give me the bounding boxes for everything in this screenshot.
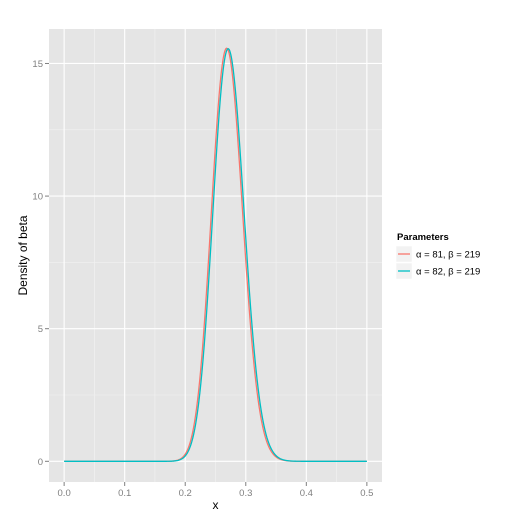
y-tick-label: 15 <box>32 59 43 70</box>
x-tick-label: 0.3 <box>239 488 252 499</box>
y-axis-ticks: 0 5 10 15 <box>32 59 49 468</box>
legend-label: α = 82, β = 219 <box>416 267 480 278</box>
x-tick-label: 0.4 <box>300 488 313 499</box>
legend-label: α = 81, β = 219 <box>416 250 480 261</box>
density-curve-series-2 <box>64 48 367 462</box>
x-tick-label: 0.0 <box>58 488 71 499</box>
legend-title: Parameters <box>397 232 449 243</box>
y-axis-title: Density of beta <box>16 215 30 295</box>
legend: Parameters α = 81, β = 219 α = 82, β = 21… <box>395 232 480 280</box>
x-tick-label: 0.1 <box>118 488 131 499</box>
y-tick-label: 5 <box>38 324 43 335</box>
x-tick-label: 0.5 <box>360 488 373 499</box>
legend-items: α = 81, β = 219 α = 82, β = 219 <box>395 245 480 280</box>
x-axis-ticks: 0.0 0.1 0.2 0.3 0.4 0.5 <box>58 482 373 499</box>
x-axis-title: x <box>213 498 219 512</box>
major-gridlines <box>49 29 382 482</box>
density-curves <box>64 47 367 462</box>
x-tick-label: 0.2 <box>179 488 192 499</box>
y-tick-label: 0 <box>38 457 43 468</box>
y-tick-label: 10 <box>32 192 43 203</box>
minor-gridlines <box>49 29 382 482</box>
